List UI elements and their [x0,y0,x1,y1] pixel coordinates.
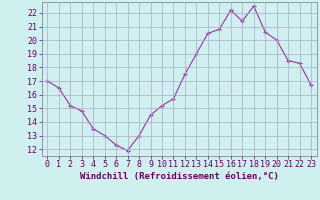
X-axis label: Windchill (Refroidissement éolien,°C): Windchill (Refroidissement éolien,°C) [80,172,279,181]
